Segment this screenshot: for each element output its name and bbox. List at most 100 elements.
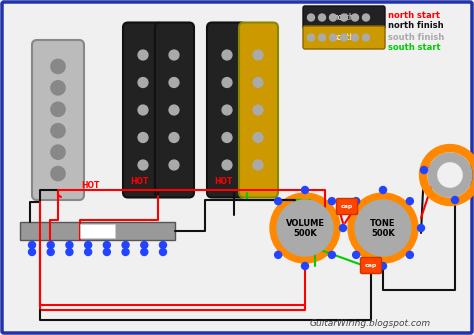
Circle shape bbox=[28, 249, 36, 256]
Circle shape bbox=[428, 153, 472, 197]
Circle shape bbox=[340, 34, 347, 41]
Circle shape bbox=[406, 198, 413, 205]
Circle shape bbox=[340, 14, 347, 21]
Circle shape bbox=[47, 242, 54, 249]
Circle shape bbox=[222, 78, 232, 87]
Text: south: south bbox=[333, 33, 355, 42]
Circle shape bbox=[138, 78, 148, 87]
Circle shape bbox=[122, 242, 129, 249]
Circle shape bbox=[277, 200, 333, 256]
Circle shape bbox=[274, 198, 282, 205]
Circle shape bbox=[253, 78, 263, 87]
Circle shape bbox=[301, 187, 309, 194]
Circle shape bbox=[301, 263, 309, 269]
Circle shape bbox=[169, 105, 179, 115]
Circle shape bbox=[253, 105, 263, 115]
Circle shape bbox=[406, 251, 413, 258]
Text: cap: cap bbox=[341, 204, 353, 209]
Circle shape bbox=[66, 242, 73, 249]
FancyBboxPatch shape bbox=[239, 22, 278, 198]
Circle shape bbox=[122, 249, 129, 256]
FancyBboxPatch shape bbox=[123, 22, 162, 198]
Circle shape bbox=[51, 59, 65, 74]
Circle shape bbox=[420, 166, 428, 174]
Circle shape bbox=[138, 105, 148, 115]
Text: north start: north start bbox=[388, 10, 440, 19]
Circle shape bbox=[253, 160, 263, 170]
FancyBboxPatch shape bbox=[207, 22, 246, 198]
Circle shape bbox=[319, 14, 326, 21]
Circle shape bbox=[353, 198, 360, 205]
Circle shape bbox=[380, 263, 386, 269]
Circle shape bbox=[169, 50, 179, 60]
FancyBboxPatch shape bbox=[361, 258, 382, 273]
Circle shape bbox=[47, 249, 54, 256]
Circle shape bbox=[51, 102, 65, 117]
Text: north: north bbox=[334, 13, 355, 22]
Circle shape bbox=[329, 14, 337, 21]
Bar bbox=[20, 222, 175, 240]
Circle shape bbox=[452, 197, 458, 203]
Circle shape bbox=[222, 133, 232, 142]
Circle shape bbox=[418, 224, 425, 231]
FancyBboxPatch shape bbox=[32, 40, 84, 200]
Text: south finish: south finish bbox=[388, 32, 444, 42]
Circle shape bbox=[169, 160, 179, 170]
Circle shape bbox=[380, 187, 386, 194]
Circle shape bbox=[274, 251, 282, 258]
Circle shape bbox=[222, 50, 232, 60]
FancyBboxPatch shape bbox=[303, 26, 385, 49]
Text: HOT: HOT bbox=[130, 178, 148, 187]
Circle shape bbox=[253, 133, 263, 142]
Circle shape bbox=[270, 193, 340, 263]
Circle shape bbox=[103, 242, 110, 249]
Circle shape bbox=[328, 251, 336, 258]
Text: HOT: HOT bbox=[81, 182, 100, 191]
Text: HOT: HOT bbox=[214, 178, 232, 187]
FancyBboxPatch shape bbox=[2, 2, 472, 333]
Circle shape bbox=[141, 242, 148, 249]
Text: north finish: north finish bbox=[388, 21, 444, 30]
Text: cap: cap bbox=[365, 263, 377, 268]
Circle shape bbox=[169, 78, 179, 87]
Text: TONE: TONE bbox=[370, 218, 396, 227]
Circle shape bbox=[85, 249, 91, 256]
Text: 500K: 500K bbox=[371, 229, 395, 239]
Circle shape bbox=[66, 249, 73, 256]
Circle shape bbox=[352, 14, 358, 21]
Circle shape bbox=[328, 198, 336, 205]
Circle shape bbox=[141, 249, 148, 256]
Text: GuitarWiring.blogspot.com: GuitarWiring.blogspot.com bbox=[310, 319, 431, 328]
Circle shape bbox=[51, 81, 65, 95]
Circle shape bbox=[339, 224, 346, 231]
Circle shape bbox=[159, 242, 166, 249]
Circle shape bbox=[51, 145, 65, 159]
Circle shape bbox=[138, 133, 148, 142]
Text: 500K: 500K bbox=[293, 229, 317, 239]
Circle shape bbox=[329, 34, 337, 41]
Circle shape bbox=[438, 163, 462, 187]
Circle shape bbox=[103, 249, 110, 256]
Text: south start: south start bbox=[388, 44, 441, 53]
Circle shape bbox=[363, 34, 370, 41]
Circle shape bbox=[308, 14, 315, 21]
Circle shape bbox=[355, 200, 411, 256]
Bar bbox=[80, 224, 115, 238]
Circle shape bbox=[85, 242, 91, 249]
Circle shape bbox=[169, 133, 179, 142]
Circle shape bbox=[222, 105, 232, 115]
Circle shape bbox=[353, 251, 360, 258]
Circle shape bbox=[253, 50, 263, 60]
Circle shape bbox=[363, 14, 370, 21]
Circle shape bbox=[222, 160, 232, 170]
Circle shape bbox=[308, 34, 315, 41]
Text: VOLUME: VOLUME bbox=[285, 218, 325, 227]
Circle shape bbox=[138, 50, 148, 60]
FancyBboxPatch shape bbox=[303, 6, 385, 29]
Circle shape bbox=[319, 34, 326, 41]
Circle shape bbox=[159, 249, 166, 256]
Circle shape bbox=[28, 242, 36, 249]
FancyBboxPatch shape bbox=[155, 22, 194, 198]
Circle shape bbox=[51, 124, 65, 138]
Circle shape bbox=[51, 166, 65, 181]
